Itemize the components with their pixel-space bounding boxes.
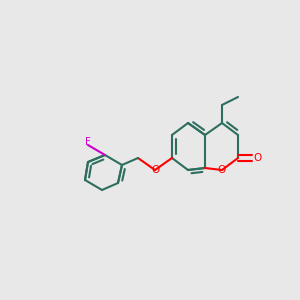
Text: F: F [85, 137, 91, 147]
Text: O: O [218, 165, 226, 175]
Text: O: O [151, 165, 159, 175]
Text: O: O [253, 153, 262, 163]
